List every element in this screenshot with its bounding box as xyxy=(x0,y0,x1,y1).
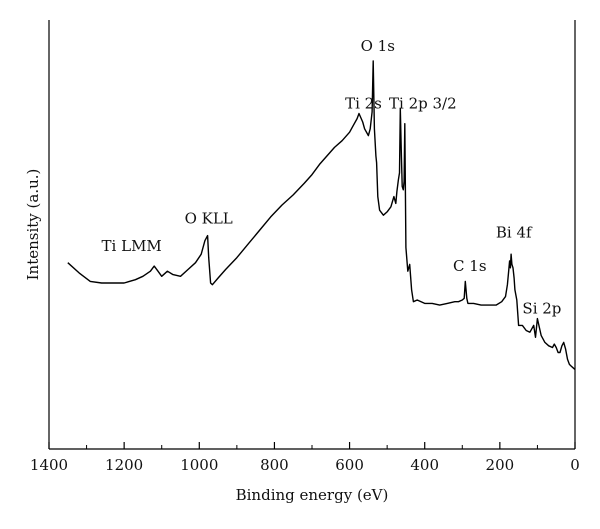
peak-label: Ti LMM xyxy=(102,237,162,255)
x-tick-label: 0 xyxy=(570,456,580,474)
x-tick-label: 600 xyxy=(335,456,364,474)
peak-label: O KLL xyxy=(185,210,233,228)
y-axis-title: Intensity (a.u.) xyxy=(24,169,42,281)
spectrum-line xyxy=(67,60,576,371)
x-axis-title: Binding energy (eV) xyxy=(236,486,389,504)
peak-label: Si 2p xyxy=(522,300,561,318)
x-tick-label: 1400 xyxy=(30,456,68,474)
x-ticks xyxy=(48,442,576,449)
peak-label: Ti 2p 3/2 xyxy=(389,94,457,112)
x-tick-label: 200 xyxy=(486,456,515,474)
x-tick-label: 400 xyxy=(410,456,439,474)
x-tick-label: 1200 xyxy=(105,456,143,474)
peak-label: O 1s xyxy=(361,37,395,55)
peak-label: Ti 2s xyxy=(345,94,382,112)
x-tick-labels: 1400 1200 1000 800 600 400 200 0 xyxy=(30,456,580,474)
peak-annotations: Ti LMM O KLL Ti 2s O 1s Ti 2p 3/2 C 1s Bi 4f Si… xyxy=(102,37,562,318)
peak-label: Bi 4f xyxy=(496,223,533,241)
x-tick-label: 1000 xyxy=(180,456,218,474)
x-tick-label: 800 xyxy=(260,456,289,474)
peak-label: C 1s xyxy=(453,257,487,275)
